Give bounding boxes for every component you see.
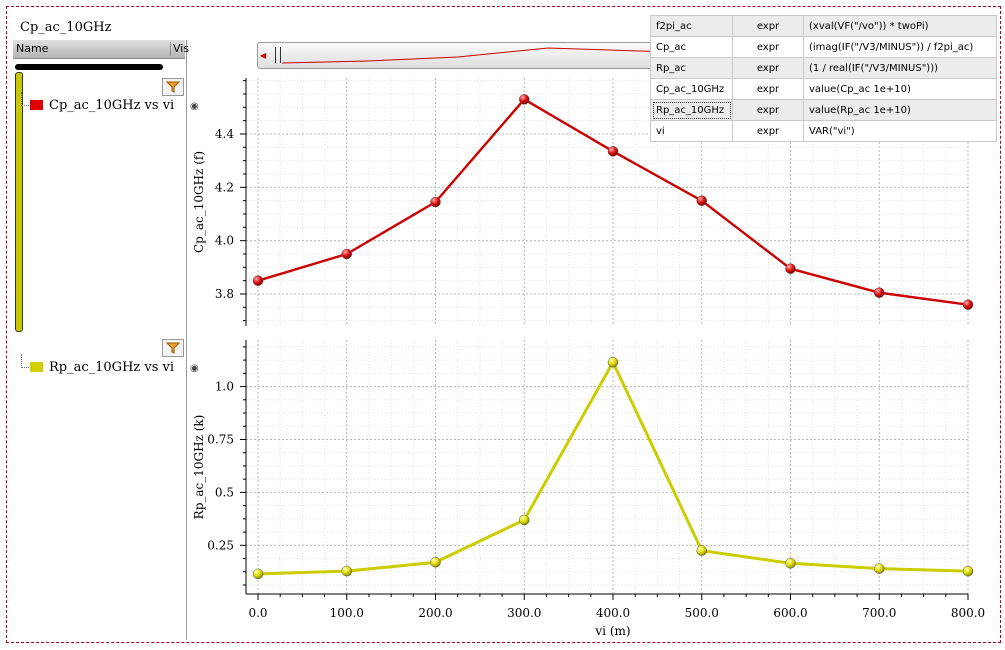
data-point bbox=[696, 545, 707, 556]
data-point bbox=[962, 565, 974, 577]
scroller-preview bbox=[281, 47, 678, 64]
data-point bbox=[785, 263, 796, 274]
scroll-left-icon[interactable]: ◀ bbox=[260, 51, 267, 60]
graph-window-frame bbox=[6, 6, 1001, 643]
data-point bbox=[341, 248, 352, 260]
tree-column-vis[interactable]: Vis bbox=[170, 42, 189, 56]
y-axis-title: Rp_ac_10GHz (k) bbox=[192, 415, 206, 520]
visibility-eye-icon[interactable]: ◉ bbox=[190, 101, 199, 112]
x-tick-label: 400.0 bbox=[596, 606, 630, 620]
scroller-preview-line bbox=[281, 47, 678, 64]
data-point bbox=[874, 287, 885, 298]
expr-name[interactable]: Cp_ac bbox=[650, 36, 733, 58]
expr-name[interactable]: f2pi_ac bbox=[650, 15, 733, 37]
y-tick-label: 0.75 bbox=[207, 432, 234, 446]
x-tick-label: 700.0 bbox=[862, 606, 896, 620]
trace-item-rp[interactable]: Rp_ac_10GHz vs vi ◉ bbox=[21, 354, 199, 375]
trace-item-cp[interactable]: Cp_ac_10GHz vs vi ◉ bbox=[21, 92, 199, 113]
expression-table: f2pi_ac expr (xval(VF("/vo")) * twoPi) Cp_… bbox=[650, 15, 997, 142]
expr-name[interactable]: Cp_ac_10GHz bbox=[650, 78, 733, 100]
filter-button-strip2[interactable] bbox=[162, 339, 184, 357]
y-tick-label: 0.5 bbox=[215, 485, 234, 499]
expr-name[interactable]: Rp_ac bbox=[650, 57, 733, 79]
filter-button-strip1[interactable] bbox=[162, 78, 184, 96]
table-row[interactable]: vi expr VAR("vi") bbox=[650, 120, 997, 142]
table-row[interactable]: Rp_ac_10GHz expr value(Rp_ac 1e+10) bbox=[650, 99, 997, 121]
expr-type[interactable]: expr bbox=[732, 36, 804, 58]
table-row[interactable]: Rp_ac expr (1 / real(IF("/V3/MINUS"))) bbox=[650, 57, 997, 79]
x-tick-label: 100.0 bbox=[330, 606, 364, 620]
data-point bbox=[962, 299, 974, 310]
x-tick-label: 300.0 bbox=[507, 606, 541, 620]
table-row[interactable]: Cp_ac_10GHz expr value(Cp_ac 1e+10) bbox=[650, 78, 997, 100]
expr-value[interactable]: VAR("vi") bbox=[803, 120, 997, 142]
table-row[interactable]: Cp_ac expr (imag(IF("/V3/MINUS")) / f2pi_a… bbox=[650, 36, 997, 58]
x-tick-label: 200.0 bbox=[418, 606, 452, 620]
y-tick-label: 4.2 bbox=[215, 180, 234, 194]
data-point bbox=[252, 568, 264, 580]
data-point bbox=[430, 196, 441, 208]
data-point bbox=[874, 563, 885, 574]
data-point bbox=[430, 557, 441, 568]
expr-type[interactable]: expr bbox=[732, 120, 804, 142]
expr-value[interactable]: (xval(VF("/vo")) * twoPi) bbox=[803, 15, 997, 37]
trace-tree-panel: Name Vis Cp_ac_10GHz vs vi ◉ Rp_ac_10GHz… bbox=[13, 40, 199, 640]
trace-color-swatch bbox=[30, 100, 43, 110]
trace-color-swatch bbox=[30, 362, 43, 372]
expr-name[interactable]: Rp_ac_10GHz bbox=[650, 99, 733, 121]
expr-type[interactable]: expr bbox=[732, 15, 804, 37]
y-tick-label: 4.4 bbox=[215, 127, 234, 141]
expr-type[interactable]: expr bbox=[732, 99, 804, 121]
x-tick-label: 0.0 bbox=[248, 606, 267, 620]
visibility-eye-icon[interactable]: ◉ bbox=[190, 363, 199, 374]
expr-name[interactable]: vi bbox=[650, 120, 733, 142]
tree-horizontal-scrollbar[interactable] bbox=[15, 64, 163, 70]
funnel-icon bbox=[166, 81, 180, 93]
table-row[interactable]: f2pi_ac expr (xval(VF("/vo")) * twoPi) bbox=[650, 15, 997, 37]
data-point bbox=[341, 565, 352, 577]
expr-value[interactable]: value(Cp_ac 1e+10) bbox=[803, 78, 997, 100]
data-point bbox=[607, 356, 619, 368]
trace-label: Rp_ac_10GHz vs vi bbox=[49, 360, 175, 375]
tree-header: Name Vis bbox=[13, 40, 189, 59]
y-tick-label: 1.0 bbox=[215, 380, 234, 394]
tree-strip-selector[interactable] bbox=[15, 72, 23, 332]
tree-column-name[interactable]: Name bbox=[16, 42, 49, 55]
x-range-scroller[interactable]: ◀ bbox=[257, 42, 678, 69]
x-tick-label: 500.0 bbox=[685, 606, 719, 620]
data-point bbox=[696, 195, 707, 206]
x-axis-title: vi (m) bbox=[594, 624, 630, 638]
funnel-icon bbox=[166, 342, 180, 354]
data-point bbox=[519, 514, 530, 526]
y-axis-title: Cp_ac_10GHz (f) bbox=[192, 151, 206, 253]
data-point bbox=[607, 146, 619, 157]
y-tick-label: 0.25 bbox=[207, 538, 234, 552]
trace-label: Cp_ac_10GHz vs vi bbox=[49, 98, 175, 113]
scroller-handle[interactable] bbox=[275, 47, 281, 63]
expression-table-header bbox=[650, 8, 997, 15]
window-title: Cp_ac_10GHz bbox=[20, 20, 112, 35]
expr-type[interactable]: expr bbox=[732, 78, 804, 100]
y-tick-label: 4.0 bbox=[215, 234, 234, 248]
x-tick-label: 800.0 bbox=[951, 606, 985, 620]
data-point bbox=[252, 275, 264, 286]
expr-type[interactable]: expr bbox=[732, 57, 804, 79]
tree-connector bbox=[21, 92, 29, 106]
strip-rp: 0.25 0.5 0.75 1.0 Rp_ac_10GHz (k) bbox=[192, 340, 974, 594]
x-tick-label: 600.0 bbox=[773, 606, 807, 620]
expr-value[interactable]: (imag(IF("/V3/MINUS")) / f2pi_ac) bbox=[803, 36, 997, 58]
y-tick-label: 3.8 bbox=[215, 287, 234, 301]
data-point bbox=[519, 94, 530, 105]
tree-connector bbox=[21, 354, 29, 368]
expr-value[interactable]: value(Rp_ac 1e+10) bbox=[803, 99, 997, 121]
data-point bbox=[785, 558, 796, 569]
x-axis: 0.0 100.0 200.0 300.0 400.0 500.0 600.0 700.0 80… bbox=[246, 593, 985, 638]
expr-value[interactable]: (1 / real(IF("/V3/MINUS"))) bbox=[803, 57, 997, 79]
